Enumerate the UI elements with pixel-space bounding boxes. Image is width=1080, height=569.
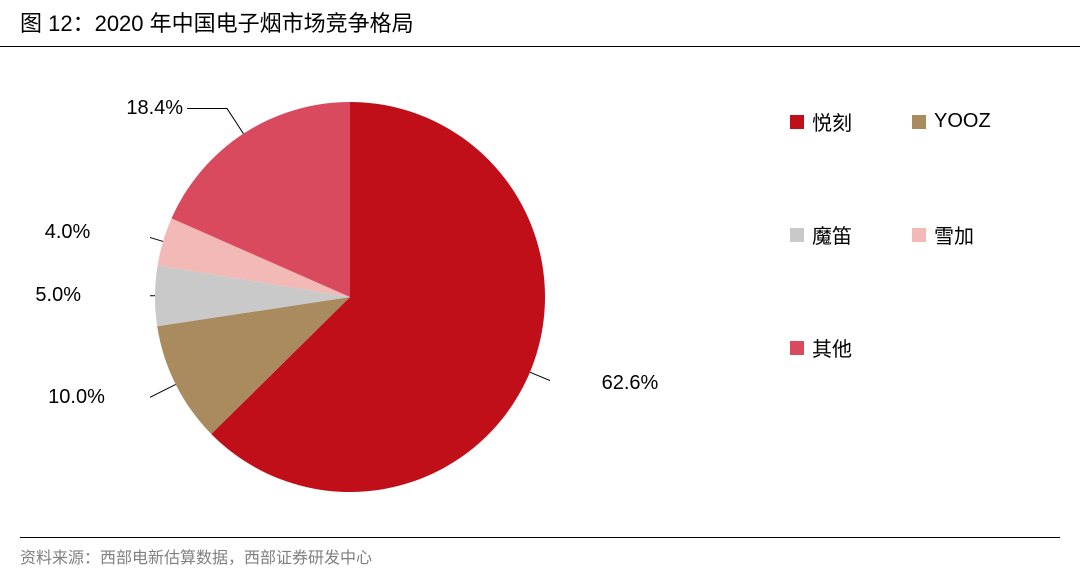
legend-label: 魔笛 (812, 220, 852, 249)
slice-label: 4.0% (45, 221, 91, 244)
legend-row: 悦刻 YOOZ (790, 107, 1050, 136)
legend-item: YOOZ (912, 107, 991, 136)
legend-row: 魔笛 雪加 (790, 220, 1050, 249)
slice-label: 18.4% (126, 97, 183, 120)
legend-swatch (912, 228, 926, 242)
legend-row: 其他 (790, 333, 1050, 362)
legend: 悦刻 YOOZ 魔笛 雪加其他 (790, 107, 1050, 446)
leader-line (150, 233, 163, 242)
legend-label: 雪加 (934, 220, 974, 249)
leader-line (530, 372, 550, 384)
legend-label: YOOZ (934, 110, 991, 133)
legend-item: 悦刻 (790, 107, 852, 136)
leader-line (187, 109, 243, 134)
chart-title: 图 12：2020 年中国电子烟市场竞争格局 (0, 0, 1080, 47)
legend-item: 雪加 (912, 220, 974, 249)
slice-label: 10.0% (48, 386, 105, 409)
chart-area: 悦刻 YOOZ 魔笛 雪加其他 62.6% 10.0% 5.0% 4.0% 18.4% (0, 47, 1080, 537)
legend-swatch (790, 341, 804, 355)
leader-line (150, 384, 176, 397)
legend-swatch (912, 115, 926, 129)
slice-label: 62.6% (602, 372, 659, 395)
legend-label: 其他 (812, 333, 852, 362)
source-text: 资料来源：西部电新估算数据，西部证券研发中心 (0, 538, 1080, 568)
legend-swatch (790, 115, 804, 129)
slice-label: 5.0% (35, 284, 81, 307)
legend-swatch (790, 228, 804, 242)
pie-chart (150, 97, 550, 497)
legend-label: 悦刻 (812, 107, 852, 136)
legend-item: 其他 (790, 333, 852, 362)
legend-item: 魔笛 (790, 220, 852, 249)
